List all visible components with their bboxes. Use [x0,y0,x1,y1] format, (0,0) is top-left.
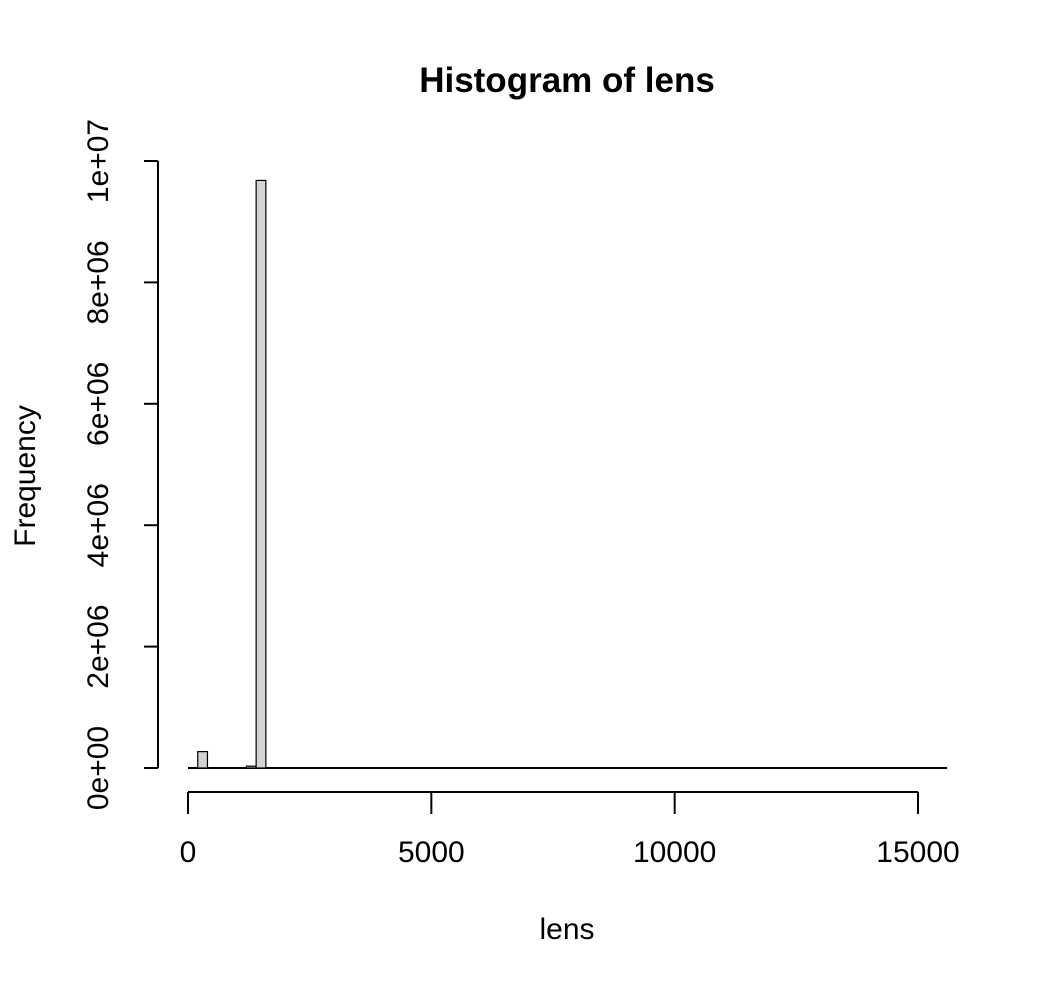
y-axis: 0e+00 2e+06 4e+06 6e+06 8e+06 1e+07 [82,119,159,810]
histogram-bar [197,751,209,769]
y-tick-label: 0e+00 [82,726,115,810]
x-tick-label: 0 [180,836,197,869]
y-tick-label: 1e+07 [82,119,115,203]
histogram-bars [197,179,267,769]
y-axis-label: Frequency [9,405,42,547]
x-axis: 0 5000 10000 15000 [180,791,960,869]
x-tick-label: 10000 [633,836,716,869]
chart-title: Histogram of lens [419,61,715,100]
y-tick-label: 8e+06 [82,240,115,324]
y-tick-label: 4e+06 [82,483,115,567]
x-tick-label: 5000 [398,836,465,869]
x-tick-label: 15000 [876,836,959,869]
histogram-bar [245,765,257,769]
x-axis-label: lens [539,913,594,946]
y-tick-label: 2e+06 [82,604,115,688]
histogram-bar [255,179,267,769]
y-tick-label: 6e+06 [82,362,115,446]
